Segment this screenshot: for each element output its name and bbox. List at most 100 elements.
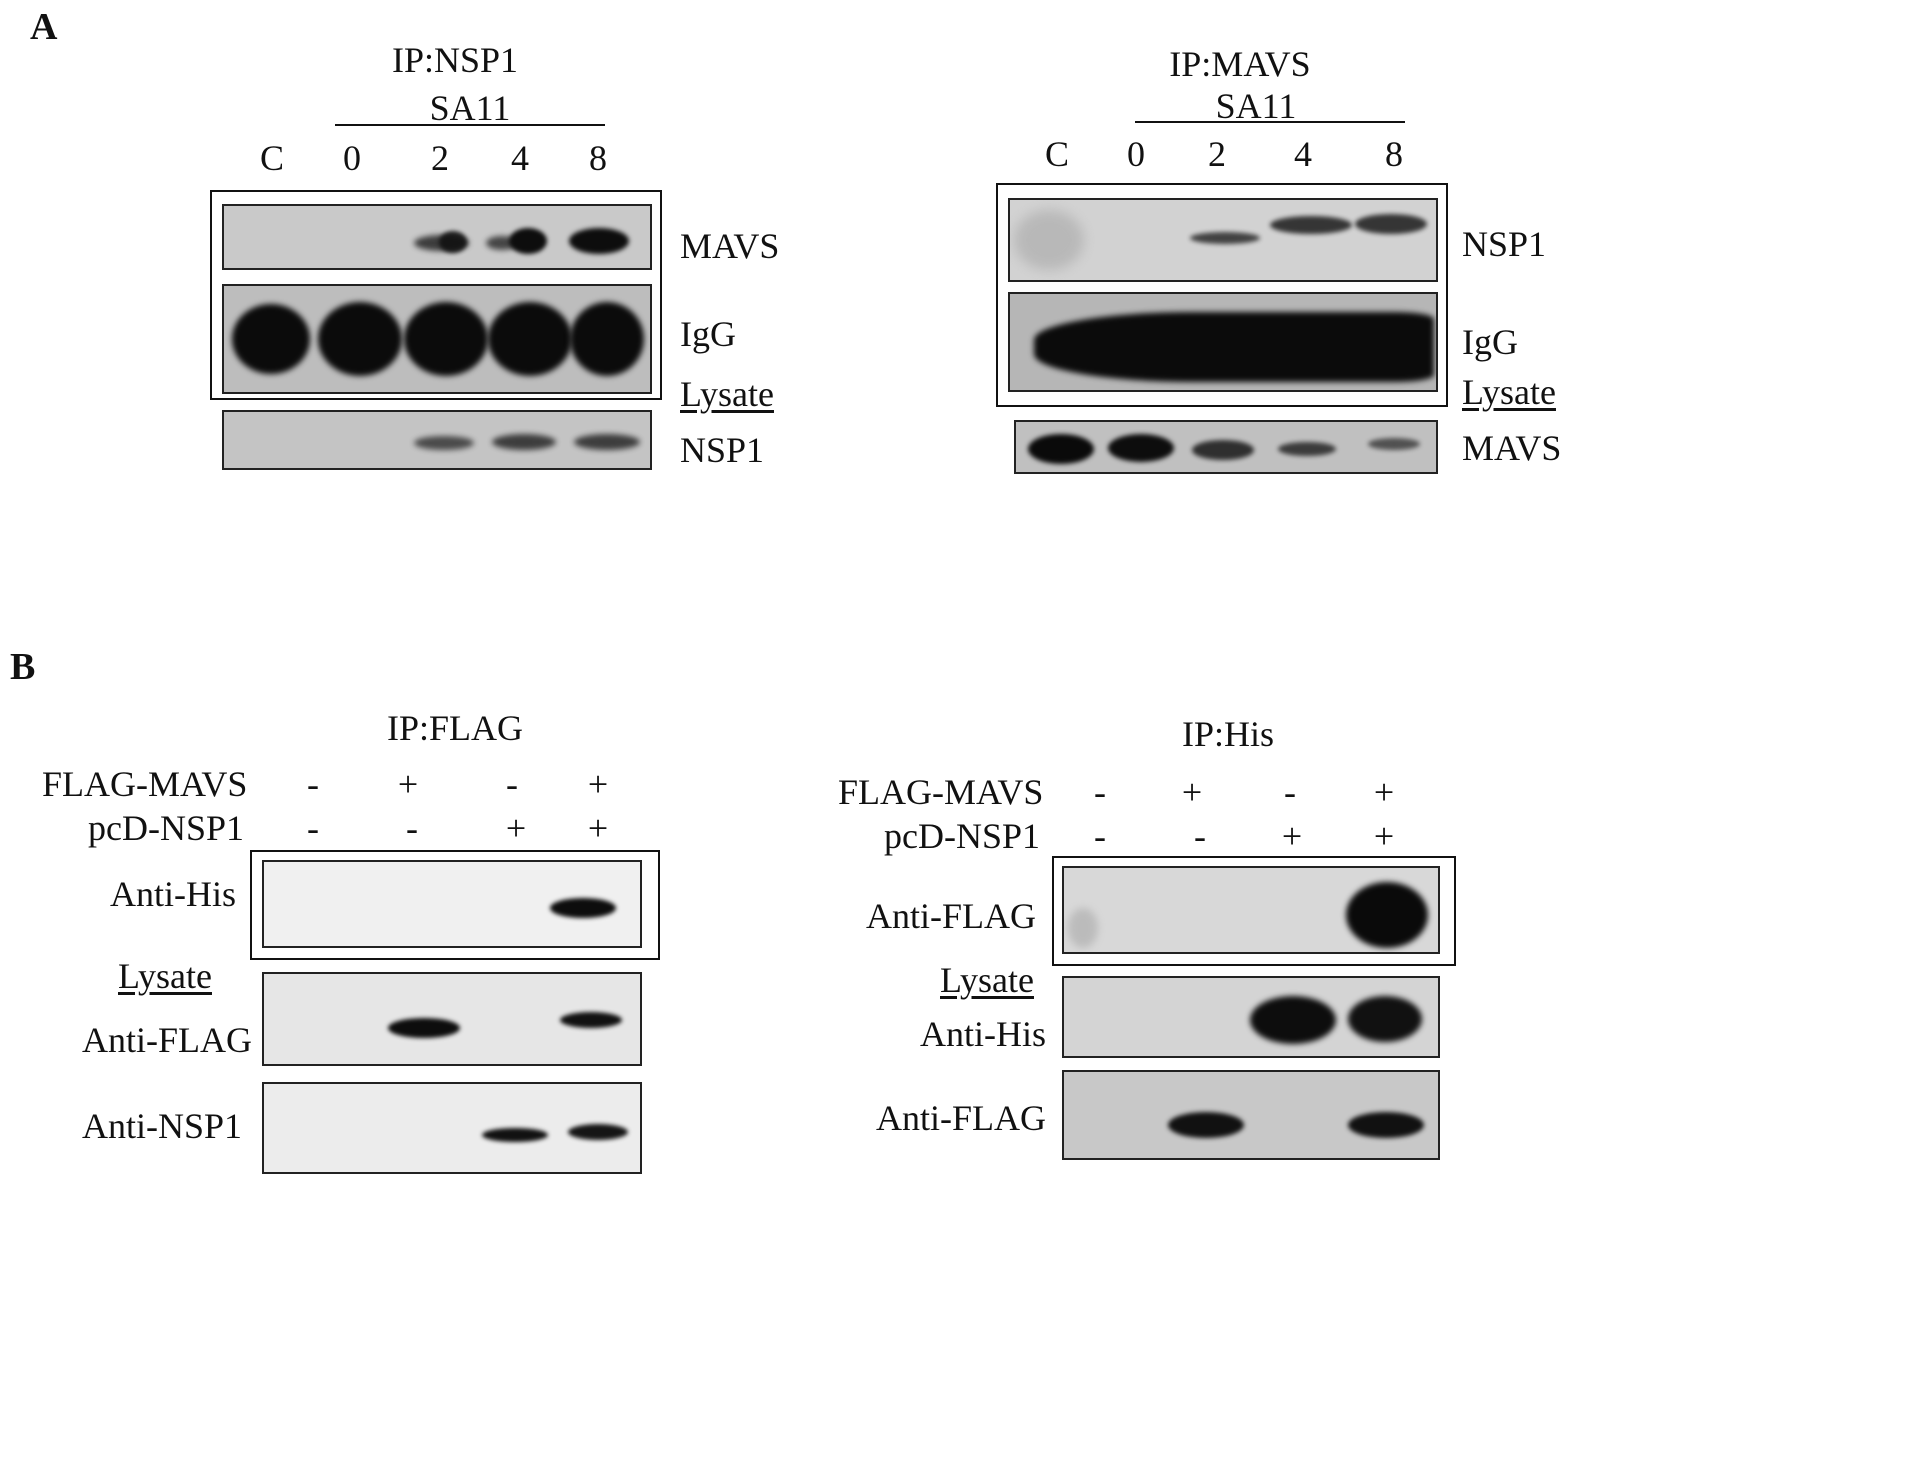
a-right-lane-0: 0 [1127,134,1145,174]
b-right-ip-title: IP:His [1181,714,1275,754]
a-left-label-nsp1: NSP1 [680,430,765,470]
band [1270,216,1352,234]
b-left-row1-label: FLAG-MAVS [42,764,248,804]
b-left-ip-title: IP:FLAG [386,708,524,748]
band [439,231,467,253]
a-left-virus-label: SA11 [429,88,511,128]
a-right-treatment-line [1135,121,1405,123]
a-right-blot-nsp1 [1008,198,1438,282]
a-right-ip-title: IP:MAVS [1169,44,1311,84]
panel-letter-a: A [30,6,58,48]
band [560,1012,622,1028]
b-left-row1-sign: - [307,764,319,804]
b-right-row1-sign: + [1373,772,1395,812]
a-left-lane-2: 2 [431,138,449,178]
a-right-blot-mavs [1014,420,1438,474]
band [482,1128,548,1142]
b-right-row1-sign: - [1284,772,1296,812]
b-left-blot-anti-nsp1 [262,1082,642,1174]
band [1250,996,1336,1044]
band [388,1018,460,1038]
a-left-ip-title: IP:NSP1 [391,40,519,80]
band [318,302,402,376]
a-left-lane-4: 4 [511,138,529,178]
band [1034,312,1434,382]
b-right-label-anti-his: Anti-His [920,1014,1046,1054]
band [404,302,488,376]
band [414,436,474,450]
b-right-row1-sign: - [1094,772,1106,812]
b-right-blot-anti-flag-ip [1062,866,1440,954]
a-left-label-igg: IgG [680,314,736,354]
band [1192,440,1254,460]
band [1368,438,1420,450]
band [232,304,310,374]
band [1355,214,1427,234]
b-left-row1-sign: + [397,764,419,804]
b-left-row2-label: pcD-NSP1 [87,808,244,848]
a-right-label-lysate: Lysate [1462,372,1556,412]
a-right-label-igg: IgG [1462,322,1518,362]
band [1028,434,1094,464]
band [1348,996,1422,1042]
band [1168,1112,1244,1138]
b-left-ip-frame [250,850,660,960]
a-right-lane-4: 4 [1294,134,1312,174]
a-right-label-nsp1: NSP1 [1462,224,1547,264]
b-right-row2-label: pcD-NSP1 [883,816,1040,856]
band [1014,210,1084,270]
a-left-lane-0: 0 [343,138,361,178]
a-right-virus-label: SA11 [1215,86,1297,126]
band [574,434,640,450]
b-left-row2-sign: - [307,808,319,848]
b-left-row1-sign: + [587,764,609,804]
band [569,228,629,254]
a-left-lane-c: C [259,138,285,178]
band [1068,908,1098,948]
b-left-row2-sign: - [406,808,418,848]
band [1348,1112,1424,1138]
band [550,898,616,918]
a-left-treatment-line [335,124,605,126]
b-left-blot-anti-flag [262,972,642,1066]
band [568,1124,628,1140]
a-right-blot-igg [1008,292,1438,392]
a-left-label-mavs: MAVS [680,226,780,266]
b-right-row2-sign: - [1194,816,1206,856]
b-left-blot-anti-his [262,860,642,948]
b-right-ip-frame [1052,856,1456,966]
b-left-label-anti-his: Anti-His [110,874,236,914]
b-right-blot-anti-flag-lysate [1062,1070,1440,1160]
b-right-row2-sign: + [1373,816,1395,856]
b-left-label-lysate: Lysate [118,956,212,996]
b-left-row2-sign: + [505,808,527,848]
band [1278,442,1336,456]
band [1346,882,1428,948]
band [1190,232,1260,244]
b-right-row2-sign: + [1281,816,1303,856]
b-right-label-anti-flag-ip: Anti-FLAG [866,896,1036,936]
b-left-label-anti-flag: Anti-FLAG [82,1020,252,1060]
a-left-blot-igg [222,284,652,394]
band [570,302,644,376]
band [488,302,572,376]
band [492,434,556,450]
b-right-row1-label: FLAG-MAVS [838,772,1044,812]
a-right-lane-2: 2 [1208,134,1226,174]
a-left-label-lysate: Lysate [680,374,774,414]
a-left-lane-8: 8 [589,138,607,178]
a-right-lane-c: C [1044,134,1070,174]
a-left-ip-frame [210,190,662,400]
b-left-label-anti-nsp1: Anti-NSP1 [81,1106,242,1146]
a-right-label-mavs: MAVS [1462,428,1562,468]
b-right-label-anti-flag-lysate: Anti-FLAG [876,1098,1046,1138]
a-right-ip-frame [996,183,1448,407]
b-right-blot-anti-his [1062,976,1440,1058]
a-left-blot-mavs [222,204,652,270]
a-left-blot-nsp1 [222,410,652,470]
band [509,228,547,254]
a-right-lane-8: 8 [1385,134,1403,174]
b-left-row1-sign: - [506,764,518,804]
panel-letter-b: B [10,646,36,688]
band [1108,434,1174,462]
